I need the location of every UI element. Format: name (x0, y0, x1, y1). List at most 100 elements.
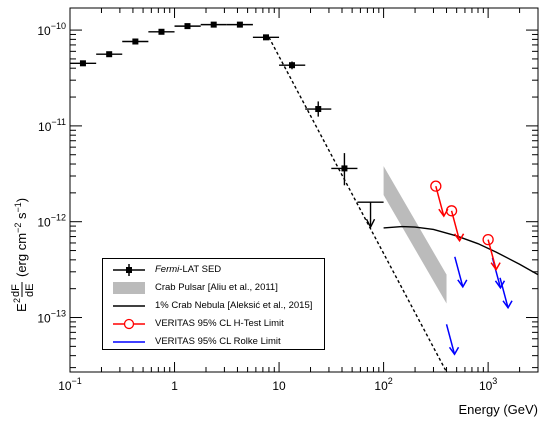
x-tick-label-base: 1 (171, 379, 178, 393)
data-series (70, 21, 538, 372)
legend-item-pulsar: Crab Pulsar [Aliu et al., 2011] (103, 279, 324, 297)
fermi-marker (184, 23, 191, 30)
x-tick-label-exp: 3 (492, 376, 497, 386)
legend-symbol-pulsar (113, 282, 145, 294)
veritas-htest-limit-marker (430, 180, 442, 192)
veritas-htest-limit (482, 233, 501, 272)
y-tick-label: 10−10 (37, 21, 66, 38)
x-tick-label: 102 (374, 376, 392, 393)
legend-item-rolke: VERITAS 95% CL Rolke Limit (103, 333, 324, 351)
chart-legend: Fermi-LAT SED Crab Pulsar [Aliu et al., … (102, 258, 325, 350)
legend-item-nebula: 1% Crab Nebula [Aleksić et al., 2015] (103, 297, 324, 315)
x-tick-label: 103 (479, 376, 497, 393)
veritas-rolke-limit-arrowhead (457, 279, 468, 289)
veritas-rolke-limit-arrowhead (494, 280, 506, 290)
fermi-point (148, 28, 175, 35)
y-tick-label-base: 10 (37, 312, 51, 326)
legend-label-htest: VERITAS 95% CL H-Test Limit (155, 318, 284, 329)
legend-item-htest: VERITAS 95% CL H-Test Limit (103, 315, 324, 333)
x-tick-label-base: 10 (58, 379, 72, 393)
fermi-marker (315, 106, 322, 113)
fermi-point (305, 101, 332, 117)
fermi-point (331, 153, 358, 186)
y-tick-label: 10−11 (38, 117, 66, 134)
veritas-htest-limit (445, 205, 465, 243)
y-title-df: dF (10, 284, 22, 297)
veritas-rolke-limit (499, 277, 513, 310)
y-title-units-post: ) (14, 198, 29, 202)
fermi-marker (341, 165, 348, 172)
fermi-marker (263, 34, 270, 41)
fermi-point (252, 34, 280, 41)
veritas-htest-limit-arrowhead (453, 233, 465, 243)
x-tick-label: 10 (272, 379, 286, 393)
fermi-point (96, 51, 123, 58)
fermi-point (200, 21, 227, 28)
legend-label-fermi: Fermi-LAT SED (155, 264, 221, 275)
y-tick-label-exp: −13 (51, 309, 66, 319)
legend-label-fermi-rest: -LAT SED (179, 264, 222, 275)
veritas-htest-limit-marker (482, 233, 494, 246)
veritas-htest-limit-marker (445, 205, 458, 217)
veritas-htest-limit (430, 180, 449, 218)
veritas-rolke-limit-stem (499, 277, 509, 308)
y-tick-label-base: 10 (38, 120, 52, 134)
plot-frame (69, 7, 539, 373)
fermi-marker (158, 28, 165, 35)
legend-label-nebula: 1% Crab Nebula [Aleksić et al., 2015] (155, 300, 313, 311)
veritas-htest-limit-arrowhead (490, 262, 501, 272)
fermi-point (122, 38, 149, 45)
y-title-de: dE (24, 284, 36, 297)
y-tick-label-exp: −12 (51, 213, 66, 223)
fermi-marker (236, 21, 243, 28)
fermi-marker (210, 21, 217, 28)
legend-label-pulsar: Crab Pulsar [Aliu et al., 2011] (155, 282, 278, 293)
veritas-rolke-limit (454, 256, 468, 289)
y-title-units-sup1: −2 (13, 223, 23, 233)
x-tick-label-exp: 2 (388, 376, 393, 386)
y-tick-label-exp: −11 (51, 117, 66, 127)
fermi-point (279, 61, 306, 70)
y-title-e-sup: 2 (12, 298, 22, 303)
fermi-marker (79, 60, 86, 67)
y-tick-label-base: 10 (37, 216, 51, 230)
y-axis-title: E 2 dF dE (erg cm−2 s−1) (10, 198, 36, 312)
fermi-marker (289, 62, 296, 69)
x-tick-label: 10−1 (58, 376, 82, 393)
y-title-units-mid: s (14, 212, 29, 223)
y-title-units-pre: (erg cm (14, 233, 29, 277)
fermi-point (70, 60, 97, 67)
veritas-rolke-limit-arrowhead (502, 300, 513, 310)
legend-item-fermi: Fermi-LAT SED (103, 261, 324, 279)
y-title-units: (erg cm−2 s−1) (13, 198, 29, 277)
x-tick-label: 1 (171, 379, 178, 393)
axis-ticks (69, 8, 539, 372)
x-tick-label-base: 10 (374, 379, 388, 393)
y-tick-label: 10−13 (37, 309, 66, 326)
y-tick-label-base: 10 (37, 24, 51, 38)
fermi-point (174, 23, 201, 30)
legend-symbol-rolke (113, 341, 145, 343)
veritas-rolke-limit-stem (454, 256, 464, 288)
fermi-marker (106, 51, 113, 58)
fermi-marker (132, 38, 139, 45)
legend-symbol-nebula (113, 305, 145, 307)
fermi-ul-arrowhead (365, 218, 376, 229)
legend-label-fermi-italic: Fermi (155, 264, 180, 275)
y-title-units-sup2: −1 (13, 202, 23, 212)
veritas-rolke-limit-arrowhead (448, 346, 460, 356)
x-tick-label-base: 10 (479, 379, 493, 393)
legend-symbol-htest (113, 318, 145, 330)
x-axis-title: Energy (GeV) (459, 402, 538, 417)
legend-label-rolke: VERITAS 95% CL Rolke Limit (155, 336, 281, 347)
fermi-point (226, 21, 253, 28)
crab-pulsar-band (383, 166, 447, 304)
fermi-upper-limit (357, 201, 384, 229)
y-title-e: E (14, 303, 29, 312)
veritas-rolke-limit-stem (445, 324, 456, 355)
y-tick-label: 10−12 (37, 213, 66, 230)
x-tick-label-base: 10 (272, 379, 286, 393)
x-tick-label-exp: −1 (72, 376, 82, 386)
